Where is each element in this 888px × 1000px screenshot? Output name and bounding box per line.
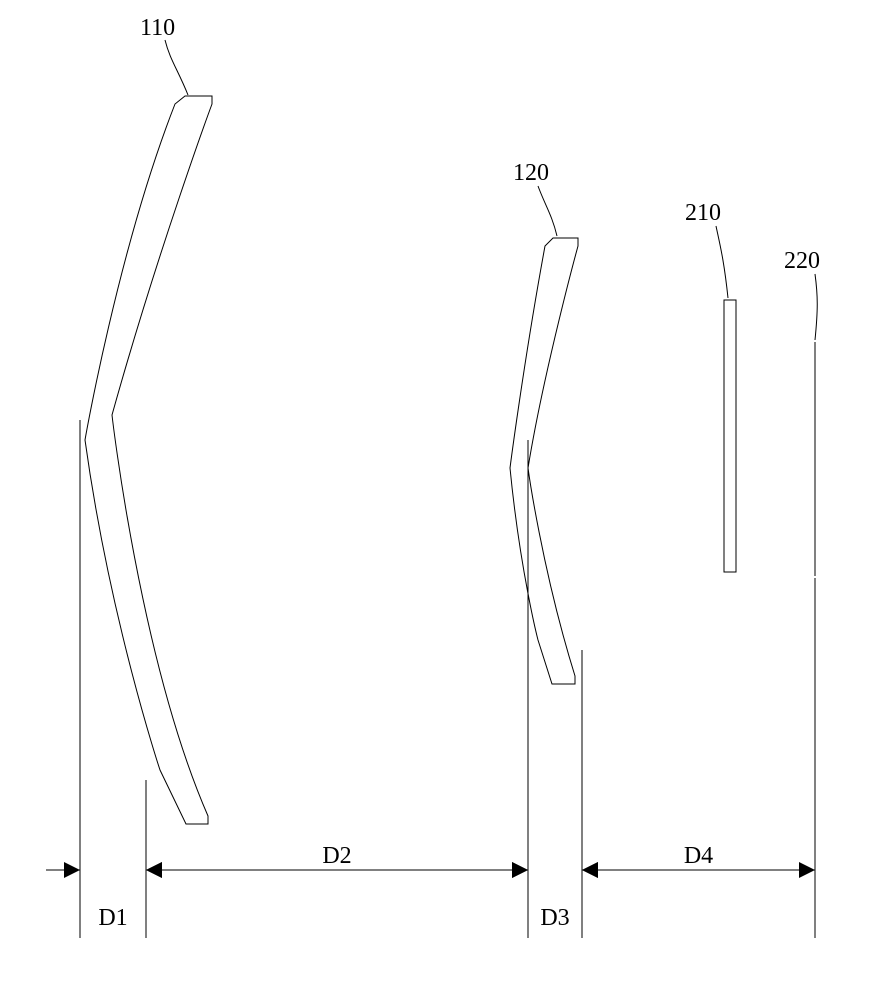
- label-220: 220: [784, 248, 820, 274]
- dim-label-D3: D3: [540, 905, 569, 931]
- leader-210: [716, 226, 728, 298]
- arrow-D4-r: [799, 862, 815, 878]
- plate-210: [724, 300, 736, 572]
- leader-110: [165, 40, 188, 95]
- arrow-D2-l: [146, 862, 162, 878]
- dim-label-D2: D2: [322, 843, 351, 869]
- lens-110: [85, 96, 212, 824]
- label-210: 210: [685, 200, 721, 226]
- arrow-D3-l: [512, 862, 528, 878]
- dim-label-D4: D4: [684, 843, 713, 869]
- label-120: 120: [513, 160, 549, 186]
- arrow-D1-l: [64, 862, 80, 878]
- leader-220: [815, 274, 817, 340]
- label-110: 110: [140, 15, 175, 41]
- leader-120: [538, 186, 557, 236]
- arrow-D4-l: [582, 862, 598, 878]
- dim-label-D1: D1: [98, 905, 127, 931]
- lens-120: [510, 238, 578, 684]
